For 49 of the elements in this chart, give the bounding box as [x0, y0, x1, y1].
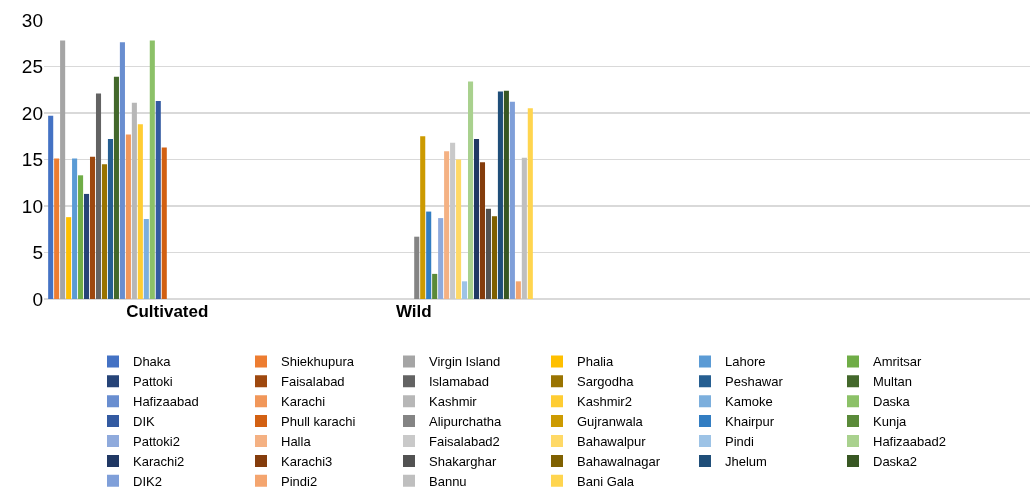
- legend-label: Hafizaabad2: [873, 434, 946, 450]
- legend-label: Pattoki: [133, 374, 173, 390]
- legend-label: Sargodha: [577, 374, 635, 390]
- legend-label: Gujranwala: [577, 414, 644, 430]
- legend-label: Phalia: [577, 354, 614, 370]
- legend-label: Islamabad: [429, 374, 489, 390]
- y-tick-label: 0: [32, 288, 43, 310]
- legend-label: Multan: [873, 374, 913, 390]
- legend-label: Pindi: [725, 434, 755, 450]
- legend-label: Jhelum: [725, 453, 767, 469]
- legend-label: DIK: [133, 414, 155, 430]
- legend-label: Hafizaabad: [133, 394, 199, 410]
- legend-label: Bannu: [429, 473, 467, 489]
- y-tick-label: 15: [21, 149, 43, 171]
- legend-label: Kashmir: [429, 394, 478, 410]
- legend-label: DIK2: [133, 473, 162, 489]
- legend-label: Karachi2: [133, 453, 185, 469]
- x-tick-label: Wild: [395, 302, 432, 321]
- legend-label: Lahore: [725, 354, 766, 370]
- y-tick-label: 20: [21, 102, 43, 124]
- legend-label: Karachi3: [281, 453, 333, 469]
- legend-label: Shakarghar: [429, 453, 497, 469]
- legend-label: Shiekhupura: [281, 354, 355, 370]
- legend-label: Faisalabad2: [429, 434, 500, 450]
- legend-label: Bahawalpur: [577, 434, 647, 450]
- legend-label: Halla: [281, 434, 312, 450]
- legend-label: Amritsar: [873, 354, 923, 370]
- legend-label: Phull karachi: [281, 414, 356, 430]
- y-tick-label: 10: [21, 195, 43, 217]
- legend-label: Virgin Island: [429, 354, 501, 370]
- legend-label: Kunja: [873, 414, 908, 430]
- y-tick-label: 5: [32, 242, 43, 264]
- legend-label: Daska2: [873, 453, 918, 469]
- legend-label: Alipurchatha: [429, 414, 503, 430]
- legend-label: Karachi: [281, 394, 326, 410]
- legend-label: Kashmir2: [577, 394, 632, 410]
- x-tick-label: Cultivated: [126, 302, 209, 321]
- legend-label: Faisalabad: [281, 374, 345, 390]
- y-tick-label: 25: [21, 56, 43, 78]
- legend-label: Dhaka: [133, 354, 172, 370]
- legend-label: Bahawalnagar: [577, 453, 661, 469]
- legend-label: Bani Gala: [577, 473, 635, 489]
- legend-label: Daska: [873, 394, 911, 410]
- y-tick-label: 30: [21, 9, 43, 31]
- legend-label: Pindi2: [281, 473, 318, 489]
- legend-label: Peshawar: [725, 374, 784, 390]
- legend-label: Khairpur: [725, 414, 775, 430]
- legend-label: Kamoke: [725, 394, 773, 410]
- legend-label: Pattoki2: [133, 434, 180, 450]
